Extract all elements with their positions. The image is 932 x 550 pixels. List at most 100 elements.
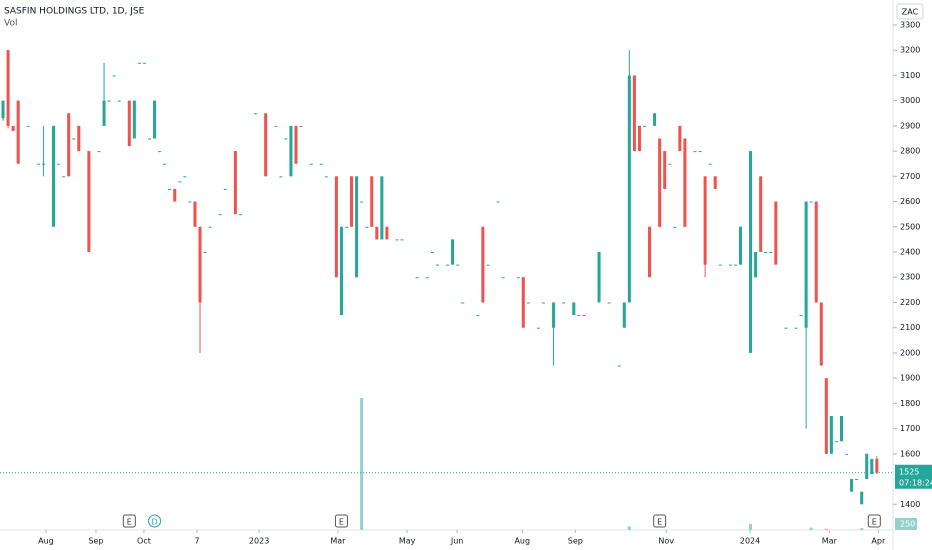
candle-body	[562, 302, 566, 304]
candle-body	[572, 302, 576, 316]
event-label: E	[339, 518, 344, 527]
candle-body	[415, 277, 419, 279]
candle-body	[355, 176, 359, 278]
volume-bar	[809, 527, 813, 530]
y-tick-label: 2800	[900, 147, 920, 156]
candle-body	[627, 75, 631, 303]
candle-body	[52, 125, 56, 227]
candle-body	[294, 125, 298, 164]
candle-body	[855, 479, 859, 481]
candle-body	[764, 252, 768, 254]
candle-body	[1, 100, 5, 119]
currency[interactable]: ZAC	[902, 8, 919, 17]
y-tick-label: 2400	[900, 248, 920, 257]
candle-body	[804, 201, 808, 328]
candle-body	[385, 226, 389, 240]
candle-body	[637, 125, 641, 152]
candle-body	[284, 138, 288, 140]
candle-body	[526, 302, 530, 304]
currency-box[interactable]	[896, 3, 924, 20]
candle-body	[173, 188, 177, 202]
y-tick-label: 3000	[900, 96, 920, 105]
y-tick-label: 2600	[900, 197, 920, 206]
candle-body	[809, 201, 813, 203]
event-marker	[122, 514, 136, 528]
candle-body	[57, 163, 61, 165]
candle-body	[380, 176, 384, 240]
y-tick-label: 1700	[900, 424, 920, 433]
candle-body	[663, 151, 667, 189]
event-label: E	[127, 518, 132, 527]
candle-body	[708, 163, 712, 165]
event-marker	[334, 514, 348, 528]
candle-body	[183, 176, 187, 178]
candle-body	[193, 201, 197, 227]
candle-body	[799, 315, 803, 317]
candle-body	[198, 226, 202, 303]
candle-body	[127, 100, 131, 147]
x-tick-label: Mar	[330, 537, 346, 546]
candle-body	[430, 252, 434, 254]
candle-body	[97, 151, 101, 153]
candle-body	[163, 163, 167, 165]
candle-body	[865, 453, 869, 480]
y-tick-label: 3100	[900, 71, 920, 80]
candle-body	[829, 415, 833, 454]
candle-body	[238, 214, 242, 216]
candle-body	[153, 100, 157, 139]
candle-body	[319, 163, 323, 165]
candle-body	[188, 201, 192, 203]
x-tick-label: Aug	[514, 537, 530, 546]
candle-body	[178, 181, 182, 183]
candle-body	[617, 365, 621, 367]
volume-label: Vol	[4, 19, 17, 29]
candle-body	[728, 264, 732, 266]
candle-body	[678, 125, 682, 152]
candle-body	[102, 100, 106, 126]
candle-body	[456, 264, 460, 266]
candle-body	[496, 201, 500, 203]
y-tick-label: 1600	[900, 449, 920, 458]
event-label: D	[151, 518, 157, 527]
candle-body	[461, 302, 465, 304]
countdown: 07:18:24	[899, 478, 932, 487]
y-tick-label: 3300	[900, 20, 920, 29]
candle-body	[425, 277, 429, 279]
y-tick-label: 2100	[900, 323, 920, 332]
candle-body	[334, 176, 338, 278]
candle-body	[834, 441, 838, 443]
candle-body	[254, 113, 258, 115]
candle-body	[223, 188, 227, 190]
y-tick-label: 3200	[900, 46, 920, 55]
candle-body	[749, 151, 753, 353]
candle-body	[814, 201, 818, 303]
candle-body	[819, 302, 823, 366]
x-tick-label: Nov	[658, 537, 674, 546]
candle-body	[299, 125, 303, 127]
x-tick-label: Apr	[871, 537, 886, 546]
x-tick-label: Oct	[137, 537, 151, 546]
candle-body	[11, 125, 15, 131]
candle-body	[208, 226, 212, 228]
x-tick-label: 2023	[249, 537, 269, 546]
volume-bar	[360, 398, 364, 530]
candle-body	[754, 252, 758, 278]
candle-body	[521, 277, 525, 328]
candle-body	[552, 302, 556, 328]
candle-body	[738, 226, 742, 265]
candle-body	[607, 302, 611, 304]
x-tick-label: 2024	[740, 537, 760, 546]
candle-body	[289, 125, 293, 177]
candle-body	[850, 479, 854, 492]
candle-body	[668, 163, 672, 165]
candle-body	[158, 151, 162, 153]
candle-body	[218, 214, 222, 216]
candle-body	[597, 252, 601, 303]
candle-body	[501, 277, 505, 279]
candle-body	[137, 62, 141, 64]
candle-body	[26, 125, 30, 127]
candle-body	[769, 252, 773, 254]
event-label: E	[872, 518, 877, 527]
candle-body	[476, 315, 480, 317]
